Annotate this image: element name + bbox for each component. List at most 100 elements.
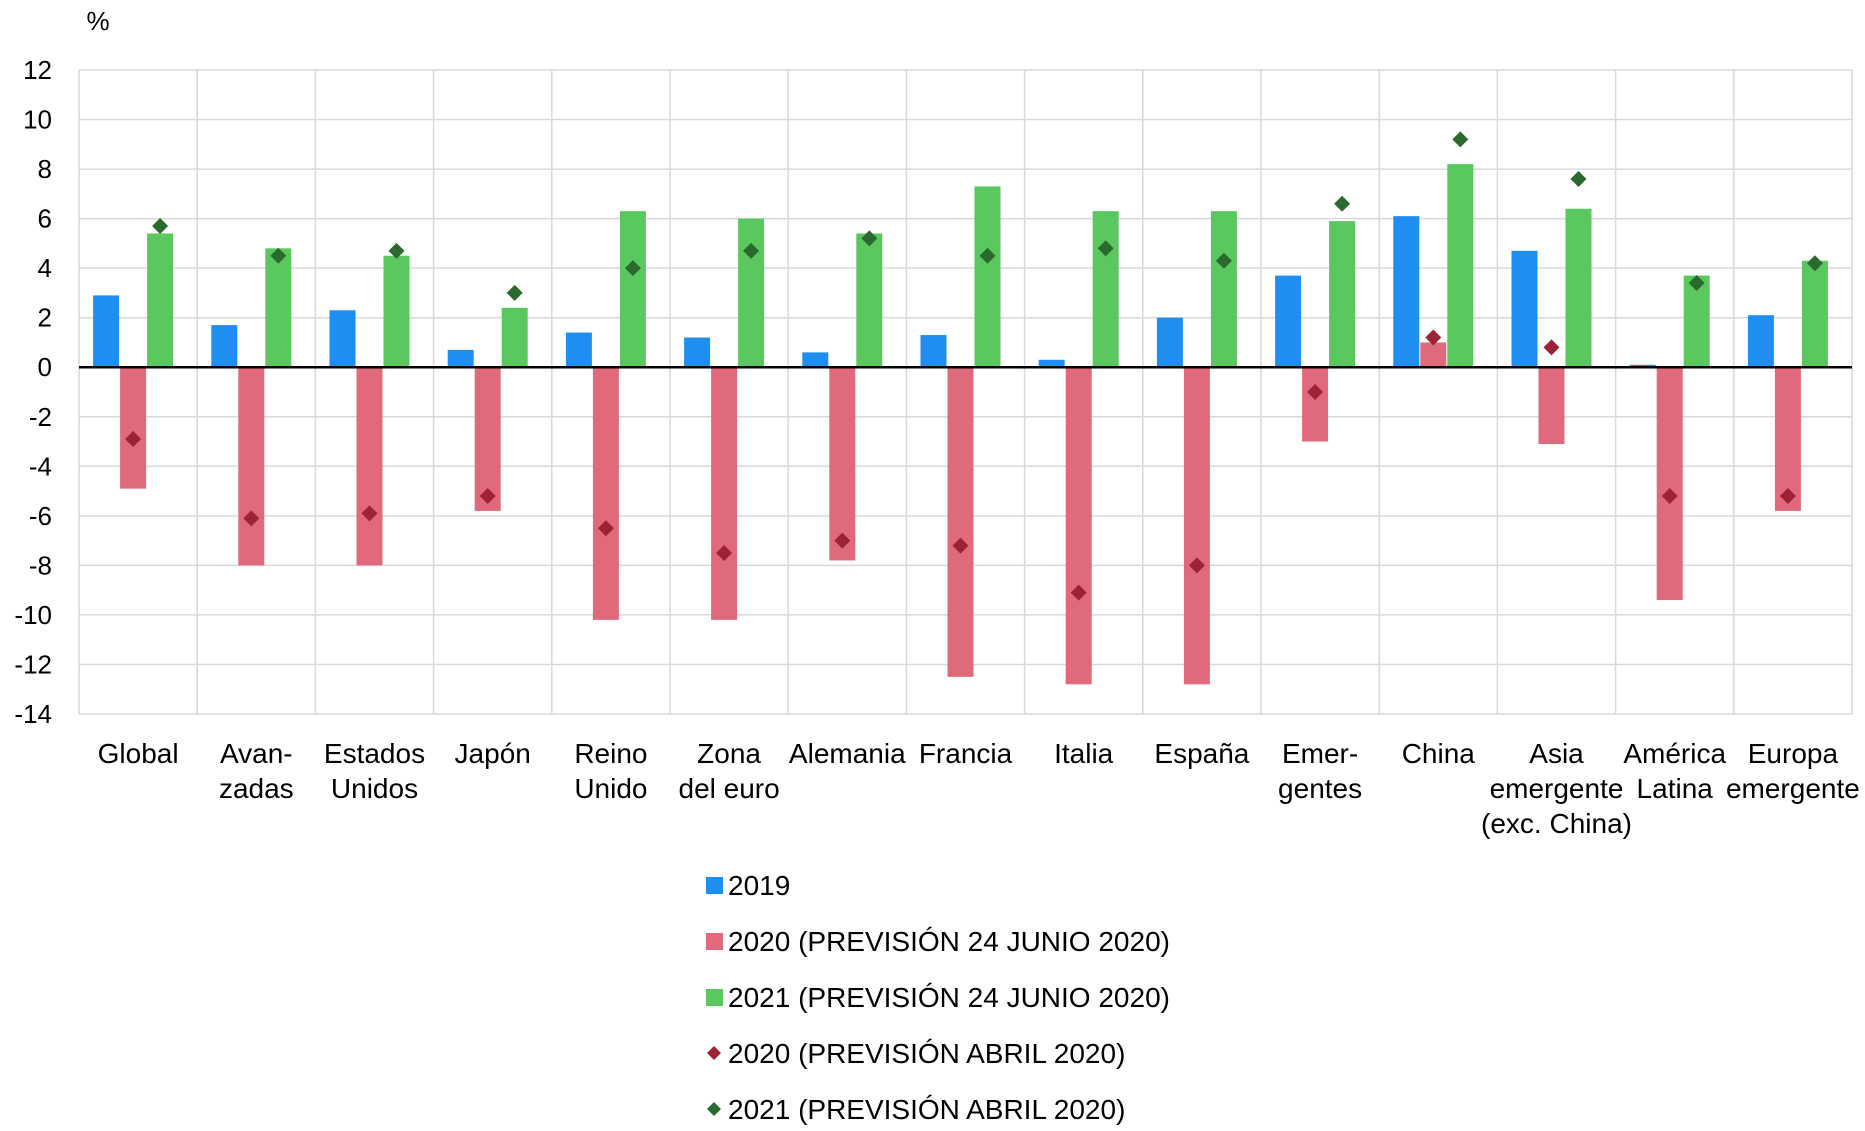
marker-1-11: [1452, 131, 1469, 148]
bar-2-4: [619, 211, 646, 368]
bar-0-1: [211, 325, 238, 368]
category-label: Japón: [455, 738, 531, 769]
category-label: España: [1154, 738, 1249, 769]
bar-1-12: [1538, 367, 1565, 445]
marker-0-4: [597, 520, 614, 537]
marker-1-8: [1097, 240, 1114, 257]
bar-1-1: [238, 367, 265, 566]
y-axis-unit-label: %: [86, 6, 109, 36]
legend: 2019 2020 (PREVISIÓN 24 JUNIO 2020) 2021 (…: [706, 870, 1170, 1125]
category-label: emergente: [1726, 773, 1860, 804]
bar-0-2: [329, 310, 356, 368]
bar-0-11: [1393, 216, 1420, 368]
marker-1-5: [743, 242, 760, 259]
bar-1-8: [1065, 367, 1092, 685]
marker-0-14: [1779, 488, 1796, 505]
legend-swatch: [706, 877, 723, 894]
category-label: Zona: [697, 738, 761, 769]
marker-0-7: [952, 537, 969, 554]
bars: [93, 164, 1828, 685]
bar-1-13: [1656, 367, 1683, 601]
y-tick-label: 10: [23, 105, 52, 135]
bar-2-14: [1801, 260, 1828, 368]
category-label: Unido: [574, 773, 647, 804]
marker-1-1: [270, 247, 287, 264]
marker-0-13: [1661, 488, 1678, 505]
category-label: Alemania: [789, 738, 906, 769]
marker-1-12: [1570, 170, 1587, 187]
legend-label: 2020 (PREVISIÓN 24 JUNIO 2020): [728, 926, 1170, 957]
marker-1-4: [624, 260, 641, 277]
category-label: Emer-: [1282, 738, 1358, 769]
x-axis-categories: Global Avan-zadas Estados Unidos Japón Reino U…: [98, 738, 1860, 839]
y-tick-label: 2: [38, 303, 52, 333]
y-tick-label: -14: [14, 699, 52, 729]
bar-2-6: [856, 233, 883, 368]
category-label: zadas: [219, 773, 294, 804]
y-tick-label: 8: [38, 154, 52, 184]
bar-1-2: [356, 367, 383, 566]
bar-0-7: [920, 335, 947, 368]
bar-1-10: [1302, 367, 1329, 442]
bar-0-4: [565, 332, 592, 368]
category-label: Europa: [1748, 738, 1839, 769]
bar-2-9: [1210, 211, 1237, 368]
category-label: Global: [98, 738, 179, 769]
marker-1-0: [152, 218, 169, 235]
bar-0-9: [1156, 317, 1183, 368]
marker-0-6: [834, 532, 851, 549]
category-label: Italia: [1054, 738, 1114, 769]
y-tick-label: -6: [29, 501, 52, 531]
y-tick-label: -4: [29, 451, 52, 481]
category-label: América: [1623, 738, 1726, 769]
legend-swatch: [707, 1102, 721, 1116]
bar-2-7: [974, 186, 1001, 368]
bar-0-6: [802, 352, 829, 368]
bar-1-4: [592, 367, 619, 620]
marker-1-6: [861, 230, 878, 247]
marker-0-2: [361, 505, 378, 522]
bar-0-12: [1511, 250, 1538, 368]
bar-1-9: [1183, 367, 1210, 685]
marker-0-3: [479, 488, 496, 505]
marker-1-2: [388, 242, 405, 259]
category-label: Francia: [919, 738, 1013, 769]
legend-swatch: [706, 989, 723, 1006]
category-label: Asia: [1529, 738, 1584, 769]
category-label: gentes: [1278, 773, 1362, 804]
category-label: China: [1402, 738, 1476, 769]
marker-1-3: [506, 284, 523, 301]
y-tick-label: -2: [29, 402, 52, 432]
marker-0-9: [1188, 557, 1205, 574]
category-label: Unidos: [331, 773, 418, 804]
bar-1-3: [474, 367, 501, 511]
y-tick-label: -12: [14, 649, 52, 679]
bar-1-11: [1420, 342, 1447, 368]
bar-1-14: [1774, 367, 1801, 511]
bar-2-5: [738, 218, 765, 368]
bar-2-0: [147, 233, 174, 368]
marker-0-11: [1425, 329, 1442, 346]
legend-swatch: [707, 1046, 721, 1060]
y-axis-ticks: 12 10 8 6 4 2 0 -2 -4 -6 -8 -10 -12 -14: [14, 55, 52, 729]
legend-swatch: [706, 933, 723, 950]
marker-1-10: [1334, 195, 1351, 212]
y-tick-label: 4: [38, 253, 52, 283]
bar-2-3: [501, 307, 528, 368]
marker-0-5: [716, 545, 733, 561]
bar-2-12: [1565, 208, 1592, 368]
bar-1-5: [711, 367, 738, 620]
bar-2-11: [1447, 164, 1474, 368]
bar-0-5: [684, 337, 711, 368]
bar-2-8: [1092, 211, 1119, 368]
y-tick-label: -8: [29, 550, 52, 580]
y-tick-label: -10: [14, 600, 52, 630]
bar-0-8: [1038, 359, 1065, 368]
category-label: del euro: [679, 773, 780, 804]
marker-1-9: [1215, 252, 1232, 269]
bar-0-3: [447, 349, 474, 368]
bar-1-6: [829, 367, 856, 561]
bar-2-1: [265, 248, 292, 368]
marker-1-13: [1688, 275, 1705, 292]
bar-2-10: [1329, 221, 1356, 368]
